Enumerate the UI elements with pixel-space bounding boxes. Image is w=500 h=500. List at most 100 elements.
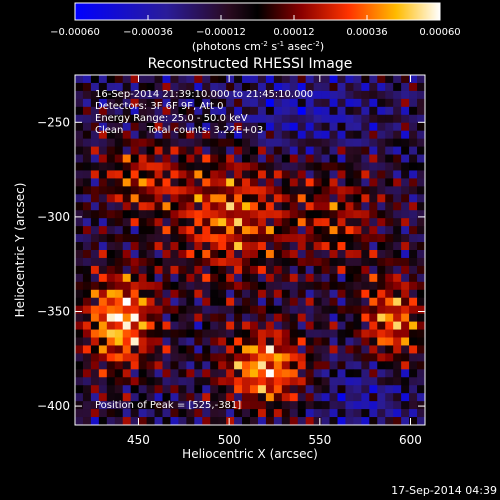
heatmap-cell	[138, 138, 147, 147]
heatmap-cell	[114, 98, 124, 108]
heatmap-cell	[385, 138, 394, 147]
heatmap-cell	[154, 218, 163, 227]
heatmap-cell	[337, 393, 346, 402]
heatmap-cell	[297, 281, 307, 291]
heatmap-cell	[250, 178, 259, 187]
heatmap-cell	[146, 98, 155, 108]
heatmap-cell	[194, 114, 203, 124]
heatmap-cell	[265, 138, 275, 147]
heatmap-cell	[329, 289, 338, 299]
heatmap-cell	[122, 361, 132, 370]
heatmap-cell	[146, 409, 155, 418]
heatmap-cell	[178, 369, 187, 378]
heatmap-cell	[154, 377, 163, 386]
heatmap-cell	[289, 321, 299, 330]
heatmap-cell	[281, 170, 291, 179]
heatmap-cell	[417, 345, 426, 354]
heatmap-cell	[361, 210, 370, 219]
heatmap-cell	[114, 82, 124, 92]
heatmap-cell	[417, 409, 426, 418]
heatmap-cell	[90, 98, 100, 108]
heatmap-cell	[337, 361, 346, 370]
heatmap-cell	[353, 90, 362, 100]
heatmap-cell	[361, 162, 370, 171]
heatmap-cell	[329, 202, 338, 211]
heatmap-cell	[106, 90, 116, 100]
heatmap-cell	[417, 401, 426, 410]
heatmap-cell	[257, 289, 267, 299]
heatmap-cell	[194, 226, 203, 235]
colorbar-tick-label: 0.00060	[419, 27, 460, 38]
heatmap-cell	[361, 329, 370, 338]
heatmap-cell	[242, 178, 251, 187]
heatmap-cell	[218, 409, 227, 418]
heatmap-cell	[122, 369, 132, 378]
heatmap-cell	[90, 234, 100, 243]
heatmap-cell	[393, 289, 402, 299]
heatmap-cell	[417, 393, 426, 402]
heatmap-cell	[226, 361, 235, 370]
heatmap-cell	[289, 218, 299, 227]
heatmap-cell	[138, 377, 147, 386]
heatmap-cell	[361, 178, 370, 187]
heatmap-cell	[297, 297, 307, 307]
heatmap-cell	[162, 353, 171, 362]
heatmap-cell	[106, 257, 116, 267]
heatmap-cell	[313, 226, 322, 235]
heatmap-cell	[106, 178, 116, 187]
heatmap-cell	[337, 75, 346, 84]
heatmap-cell	[226, 138, 235, 147]
heatmap-cell	[162, 75, 171, 84]
heatmap-cell	[194, 329, 203, 338]
heatmap-cell	[329, 377, 338, 386]
heatmap-cell	[401, 409, 410, 418]
heatmap-cell	[257, 122, 267, 132]
heatmap-cell	[385, 297, 394, 307]
heatmap-cell	[234, 409, 243, 418]
heatmap-cell	[361, 345, 370, 354]
heatmap-cell	[234, 75, 243, 84]
heatmap-cell	[409, 218, 418, 227]
heatmap-cell	[75, 361, 84, 370]
heatmap-cell	[154, 210, 163, 219]
heatmap-cell	[281, 122, 291, 132]
heatmap-cell	[130, 98, 140, 108]
heatmap-cell	[377, 226, 386, 235]
heatmap-cell	[242, 114, 251, 124]
heatmap-cell	[194, 369, 203, 378]
heatmap-cell	[377, 401, 386, 410]
heatmap-cell	[170, 178, 179, 187]
heatmap-cell	[178, 114, 187, 124]
heatmap-cell	[409, 313, 418, 322]
annotation-counts: Total counts: 3.22E+03	[146, 125, 263, 136]
heatmap-cell	[377, 337, 386, 346]
heatmap-image	[75, 75, 426, 426]
heatmap-cell	[202, 313, 211, 322]
heatmap-cell	[186, 369, 195, 378]
heatmap-cell	[114, 202, 124, 211]
heatmap-cell	[321, 257, 330, 267]
heatmap-cell	[321, 130, 330, 140]
heatmap-cell	[409, 281, 418, 291]
heatmap-cell	[353, 162, 362, 171]
x-tick-label: 550	[308, 433, 331, 447]
heatmap-cell	[75, 98, 84, 108]
heatmap-cell	[202, 130, 211, 140]
heatmap-cell	[178, 353, 187, 362]
heatmap-cell	[210, 337, 219, 346]
heatmap-cell	[242, 170, 251, 179]
heatmap-cell	[82, 273, 92, 283]
heatmap-cell	[289, 353, 299, 362]
heatmap-cell	[194, 305, 203, 315]
heatmap-cell	[226, 257, 235, 267]
heatmap-cell	[98, 194, 108, 203]
heatmap-cell	[98, 98, 108, 108]
heatmap-cell	[337, 281, 346, 291]
heatmap-cell	[361, 257, 370, 267]
heatmap-cell	[250, 202, 259, 211]
heatmap-cell	[170, 162, 179, 171]
heatmap-cell	[345, 154, 354, 163]
heatmap-cell	[186, 273, 195, 283]
heatmap-cell	[417, 154, 426, 163]
heatmap-cell	[257, 90, 267, 100]
